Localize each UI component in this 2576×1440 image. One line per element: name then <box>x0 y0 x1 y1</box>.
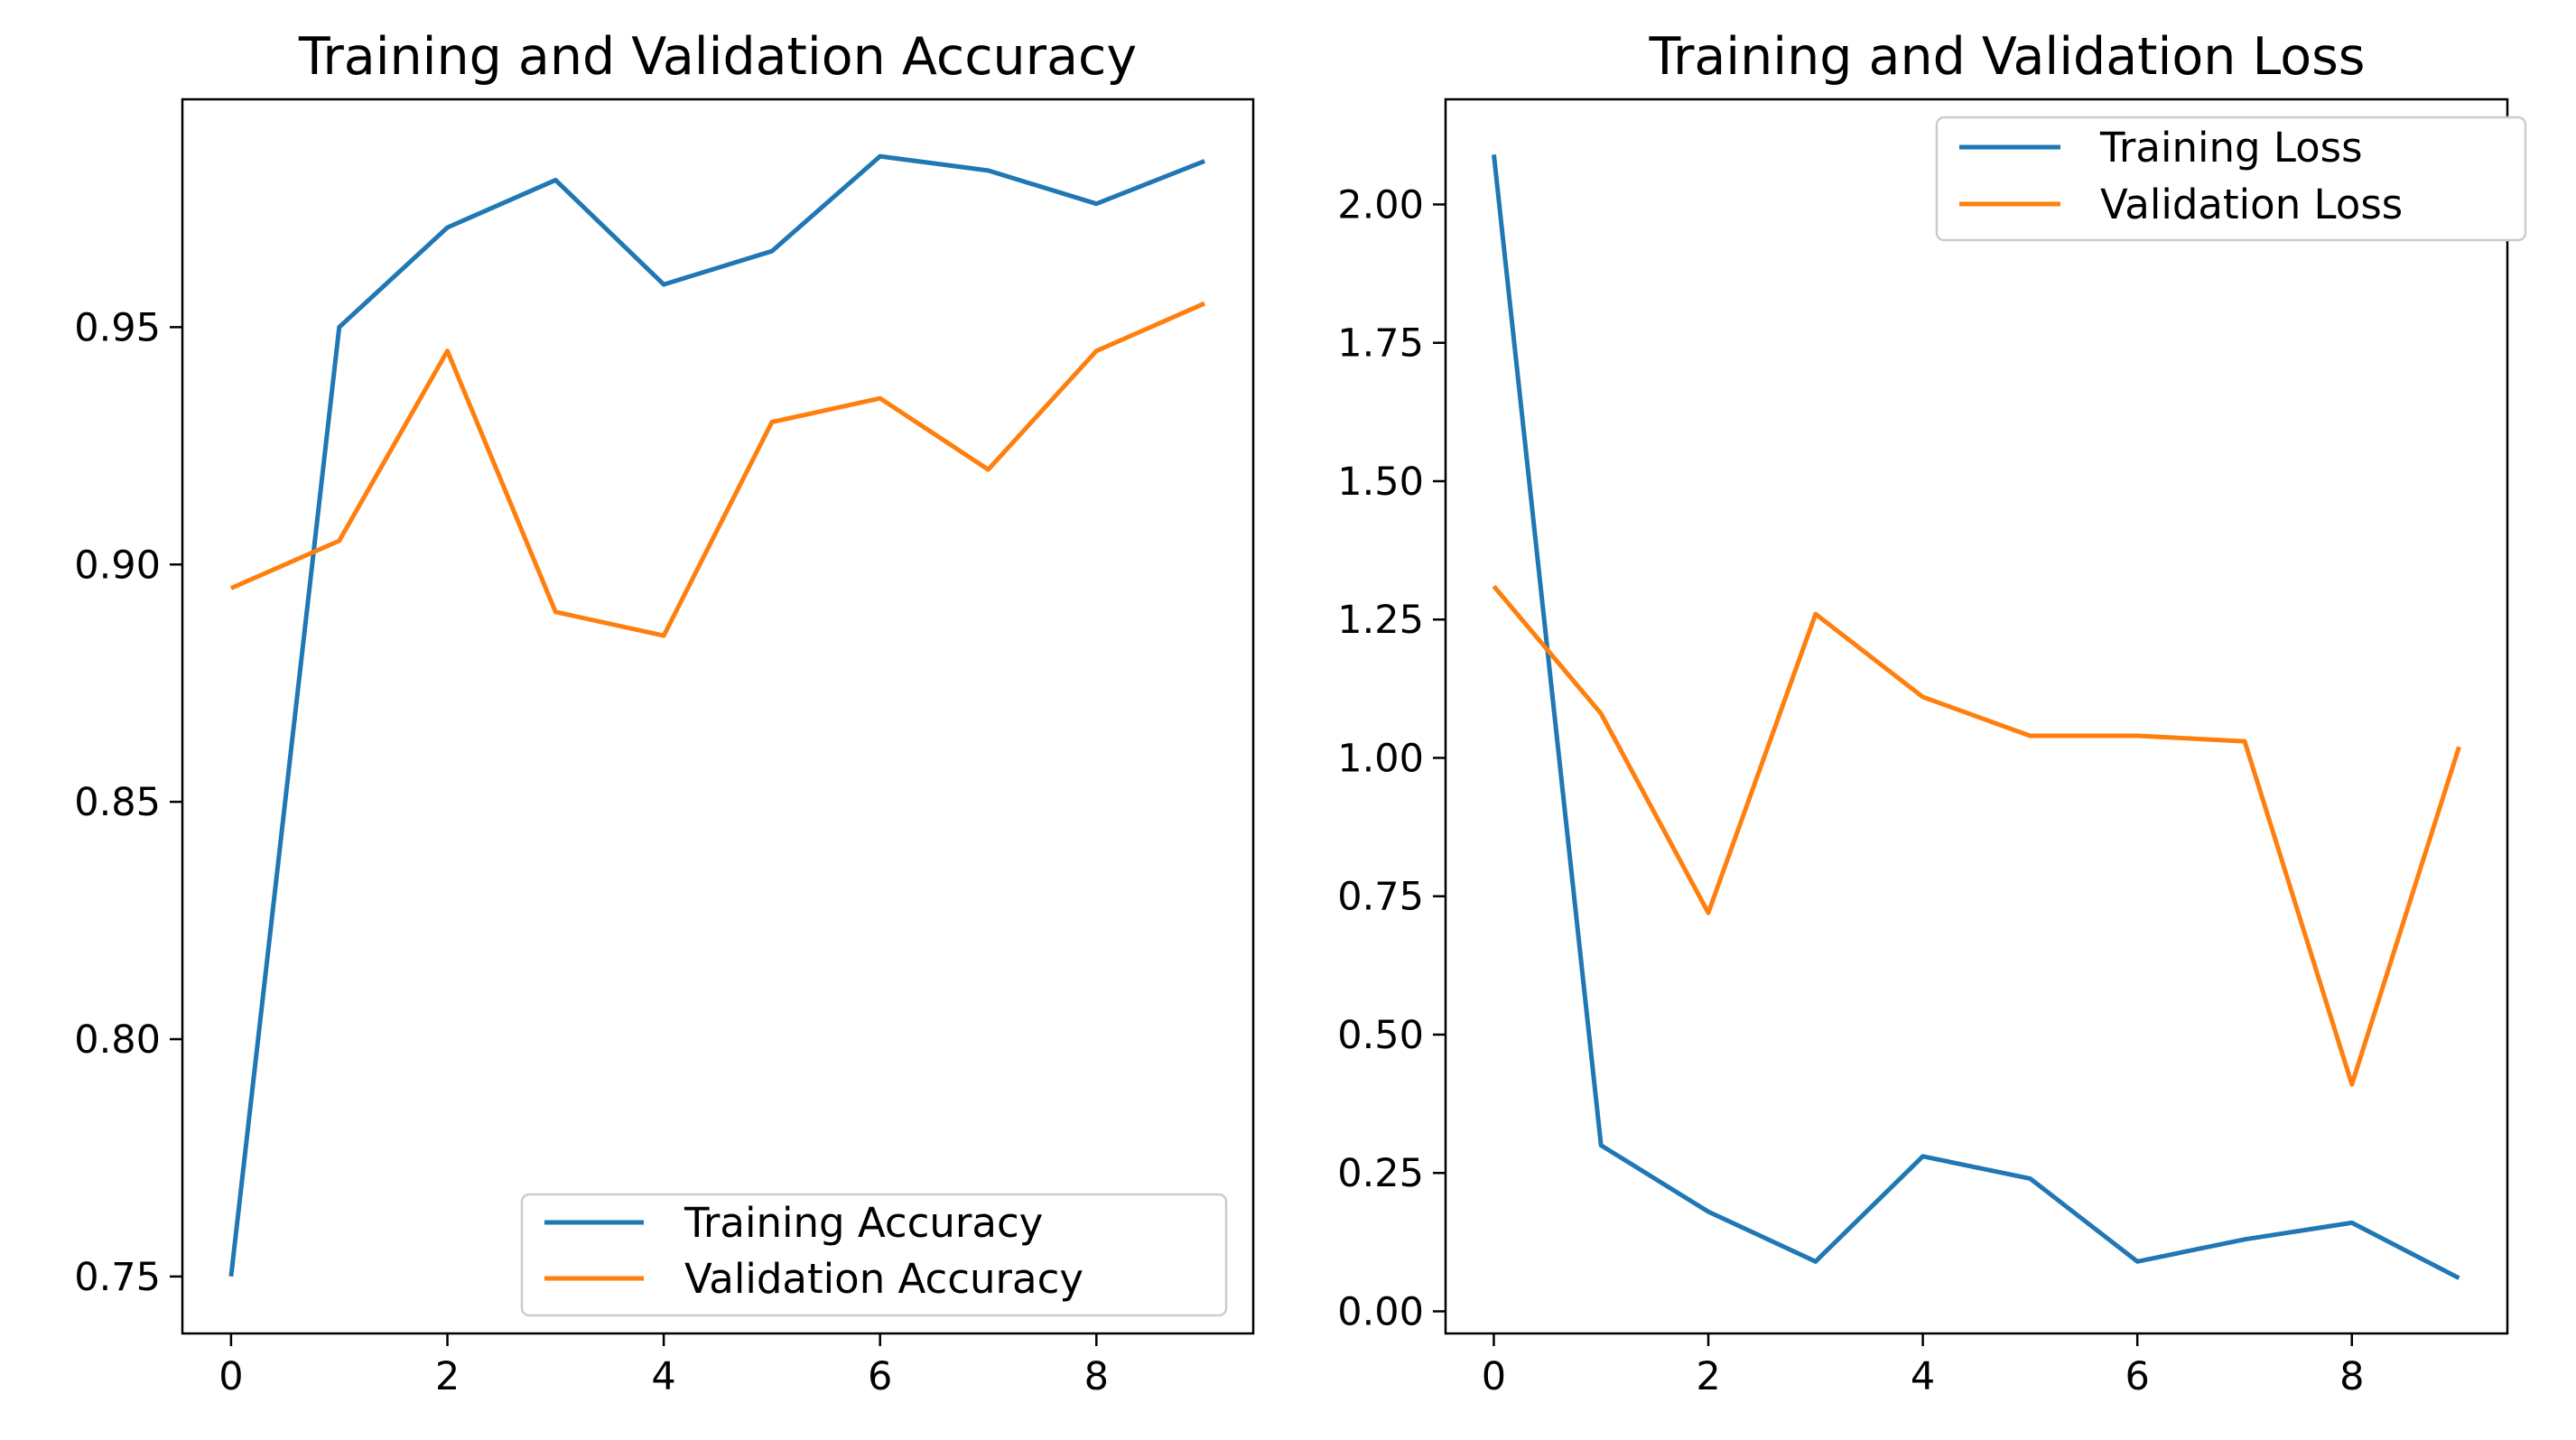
accuracy-plot-frame <box>181 98 1255 1335</box>
accuracy-y-tick-label: 0.90 <box>74 543 161 588</box>
accuracy-series-lines <box>228 153 1206 1277</box>
accuracy-x-tick-label: 4 <box>651 1354 675 1399</box>
accuracy-legend-box <box>520 1193 1228 1317</box>
loss-x-tick-label: 2 <box>1696 1354 1720 1399</box>
loss-x-tick-label: 6 <box>2125 1354 2150 1399</box>
accuracy-y-tick-label: 0.75 <box>74 1255 161 1300</box>
loss-y-tick-label: 1.75 <box>1337 321 1424 367</box>
accuracy-legend-label-training: Training Accuracy <box>684 1199 1043 1247</box>
loss-legend-label-training: Training Loss <box>2099 124 2363 172</box>
loss-y-tick-label: 1.50 <box>1337 460 1424 505</box>
loss-series-training-line <box>1492 154 2460 1280</box>
accuracy-y-tick-label: 0.95 <box>74 305 161 350</box>
loss-y-tick-label: 0.50 <box>1337 1013 1424 1058</box>
loss-x-tick-label: 8 <box>2339 1354 2364 1399</box>
loss-y-tick-label: 0.00 <box>1337 1289 1424 1334</box>
loss-legend-label-validation: Validation Loss <box>2100 181 2403 228</box>
loss-ticks: 0.00 0.25 0.50 0.75 1.00 1.25 1.50 1.75 2.00 0 2 4 6… <box>1337 182 2364 1399</box>
loss-chart: Training and Validation Loss 0.00 0.25 0.5… <box>1337 27 2527 1399</box>
accuracy-y-tick-label: 0.80 <box>74 1017 161 1063</box>
accuracy-legend-label-validation: Validation Accuracy <box>684 1255 1083 1303</box>
loss-y-tick-label: 0.75 <box>1337 875 1424 920</box>
accuracy-x-tick-label: 8 <box>1084 1354 1109 1399</box>
loss-y-tick-label: 0.25 <box>1337 1151 1424 1196</box>
accuracy-chart: Training and Validation Accuracy 0.75 0.8… <box>74 27 1255 1399</box>
loss-x-tick-label: 0 <box>1482 1354 1506 1399</box>
loss-series-lines <box>1492 154 2461 1280</box>
loss-legend: Training Loss Validation Loss <box>1935 116 2527 242</box>
loss-y-tick-label: 2.00 <box>1337 182 1424 228</box>
accuracy-chart-title: Training and Validation Accuracy <box>298 27 1137 87</box>
loss-chart-title: Training and Validation Loss <box>1649 27 2366 87</box>
accuracy-x-tick-label: 0 <box>219 1354 243 1399</box>
accuracy-ticks: 0.75 0.80 0.85 0.90 0.95 0 2 4 6 8 <box>74 305 1109 1399</box>
loss-series-validation-line <box>1492 584 2461 1087</box>
loss-plot-frame <box>1444 98 2509 1335</box>
accuracy-series-validation-line <box>229 301 1206 638</box>
accuracy-x-tick-label: 2 <box>435 1354 460 1399</box>
accuracy-y-tick-label: 0.85 <box>74 780 161 825</box>
loss-y-tick-label: 1.25 <box>1337 598 1424 643</box>
accuracy-series-training-line <box>228 153 1206 1277</box>
loss-legend-box <box>1935 116 2527 242</box>
loss-y-tick-label: 1.00 <box>1337 736 1424 781</box>
accuracy-legend: Training Accuracy Validation Accuracy <box>520 1193 1228 1317</box>
loss-x-tick-label: 4 <box>1911 1354 1935 1399</box>
accuracy-x-tick-label: 6 <box>868 1354 892 1399</box>
